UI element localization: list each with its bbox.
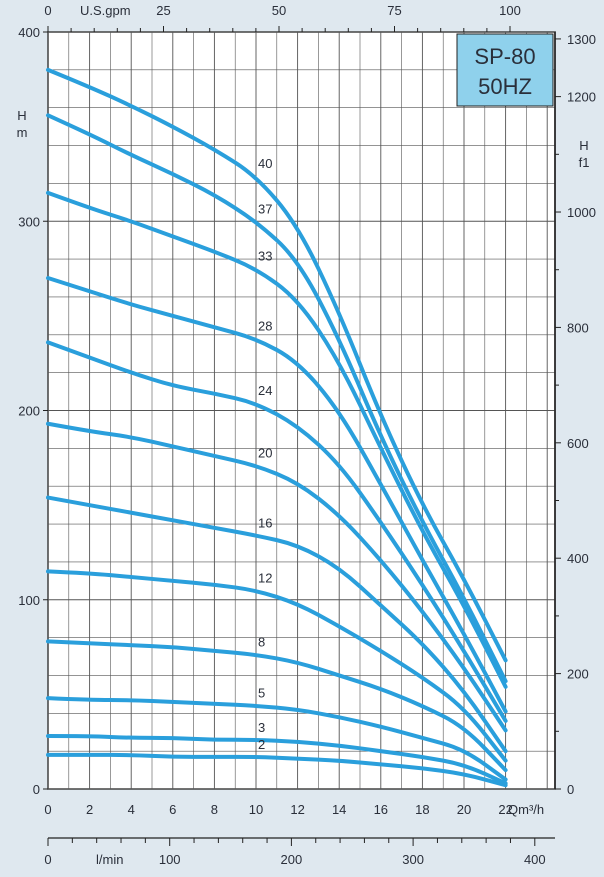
curve-16 (46, 495, 508, 754)
y2-tick-label: 600 (567, 436, 589, 451)
curve-label-33: 33 (258, 249, 272, 264)
x-tick-label: 14 (332, 802, 346, 817)
y-tick-label: 100 (18, 593, 40, 608)
y-tick-label: 400 (18, 25, 40, 40)
x-tick-label: 18 (415, 802, 429, 817)
x-axis-label: Qm³/h (508, 802, 544, 817)
y2-tick-label: 400 (567, 551, 589, 566)
title-box-background (456, 33, 554, 107)
y-axis-unit: m (17, 125, 28, 140)
y2-tick-label: 1000 (567, 205, 596, 220)
y-tick-label: 300 (18, 214, 40, 229)
top-axis-tick-label: 0 (44, 3, 51, 18)
chart-subtitle: 50HZ (478, 74, 532, 99)
curve-label-2: 2 (258, 737, 265, 752)
x-tick-label: 0 (44, 802, 51, 817)
x-tick-label: 10 (249, 802, 263, 817)
x-tick-label: 2 (86, 802, 93, 817)
x-tick-label: 20 (457, 802, 471, 817)
series-layer: 40 37 33 28 24 20 16 12 8 5 3 2 (46, 67, 508, 788)
curve-20 (46, 421, 508, 733)
top-axis-tick-label: 25 (156, 3, 170, 18)
title-box: SP-80 50HZ (456, 33, 554, 107)
curve-3 (46, 734, 508, 786)
bottom-axis-tick-label: 0 (44, 852, 51, 867)
y2-tick-label: 200 (567, 667, 589, 682)
bottom-axis-tick-label: 200 (281, 852, 303, 867)
curve-label-28: 28 (258, 319, 272, 334)
curve-label-3: 3 (258, 720, 265, 735)
bottom-axis-label: l/min (96, 852, 123, 867)
y-tick-label: 0 (33, 782, 40, 797)
curve-label-12: 12 (258, 570, 272, 585)
x-tick-label: 22 (498, 802, 512, 817)
curve-28 (46, 276, 508, 714)
y-tick-label: 200 (18, 404, 40, 419)
y2-axis-unit: f1 (579, 155, 590, 170)
curve-label-8: 8 (258, 635, 265, 650)
top-axis-label: U.S.gpm (80, 3, 131, 18)
x-tick-label: 16 (374, 802, 388, 817)
curve-33 (46, 190, 508, 689)
x-tick-label: 8 (211, 802, 218, 817)
axes: 0100200300400Hm0200400600800100012001300… (17, 3, 596, 867)
top-axis-tick-label: 50 (272, 3, 286, 18)
bottom-axis-tick-label: 400 (524, 852, 546, 867)
curve-label-24: 24 (258, 383, 272, 398)
y2-tick-label: 0 (567, 782, 574, 797)
curve-label-37: 37 (258, 201, 272, 216)
curve-24 (46, 340, 508, 723)
x-tick-label: 12 (290, 802, 304, 817)
x-tick-label: 6 (169, 802, 176, 817)
y2-tick-label: 1300 (567, 32, 596, 47)
curve-5 (46, 696, 508, 782)
bottom-axis-tick-label: 100 (159, 852, 181, 867)
chart-title: SP-80 (474, 44, 535, 69)
x-tick-label: 4 (128, 802, 135, 817)
curve-label-5: 5 (258, 686, 265, 701)
top-axis-tick-label: 75 (387, 3, 401, 18)
curve-2 (46, 752, 508, 788)
y2-tick-label: 800 (567, 320, 589, 335)
curve-label-16: 16 (258, 515, 272, 530)
top-axis-tick-label: 100 (499, 3, 521, 18)
curve-37 (46, 113, 508, 684)
curve-8 (46, 639, 508, 773)
y2-axis-label: H (579, 138, 588, 153)
y2-tick-label: 1200 (567, 90, 596, 105)
y-axis-label: H (17, 108, 26, 123)
curve-40 (46, 67, 508, 663)
curve-label-40: 40 (258, 156, 272, 171)
curve-12 (46, 569, 508, 763)
bottom-axis-tick-label: 300 (402, 852, 424, 867)
curve-label-20: 20 (258, 445, 272, 460)
